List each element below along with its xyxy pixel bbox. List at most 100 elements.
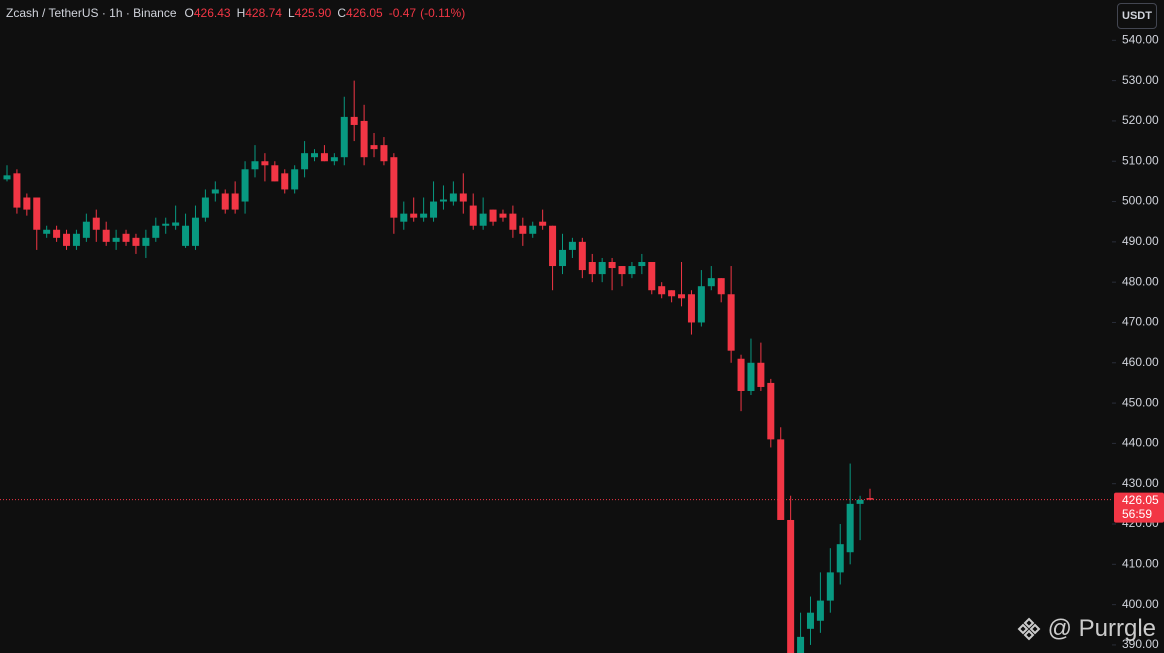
- candle-body: [449, 193, 457, 202]
- watermark: @ Purrgle: [1016, 615, 1156, 643]
- candle-body: [658, 286, 666, 295]
- ohlc-value: 426.05: [346, 6, 383, 20]
- candle-body: [360, 120, 368, 158]
- watermark-logo: [1017, 617, 1041, 641]
- candle-body: [757, 362, 765, 387]
- y-tick-label: 470.00: [1122, 315, 1159, 329]
- candle-body: [251, 161, 259, 170]
- y-tick-label: 440.00: [1122, 436, 1159, 450]
- candle-body: [3, 175, 11, 180]
- candle-body: [866, 498, 874, 500]
- candle-body: [489, 209, 497, 222]
- candle-body: [201, 197, 209, 218]
- candle-body: [122, 233, 130, 242]
- candle-body: [826, 572, 834, 601]
- candle-body: [519, 225, 527, 234]
- candle-body: [628, 266, 636, 275]
- candle-body: [370, 145, 378, 150]
- candle-body: [777, 439, 785, 520]
- ohlc-value: 425.90: [294, 6, 332, 20]
- candle-body: [568, 241, 576, 250]
- candle-body: [301, 153, 309, 170]
- candle-body: [350, 116, 358, 125]
- candle-body: [221, 193, 229, 210]
- y-tick-label: 480.00: [1122, 274, 1159, 288]
- change-value: -0.47: [388, 6, 417, 20]
- watermark-text: @ Purrgle: [1047, 615, 1156, 642]
- candle-body: [469, 205, 477, 226]
- y-tick-label: 400.00: [1122, 597, 1159, 611]
- candle-body: [390, 157, 398, 218]
- candle-body: [191, 217, 199, 246]
- y-tick-label: 410.00: [1122, 556, 1159, 570]
- candle-body: [172, 222, 180, 226]
- candle-body: [281, 173, 289, 190]
- candle-body: [439, 199, 447, 202]
- ohlc-label: C: [337, 6, 347, 20]
- candle-body: [588, 262, 596, 275]
- candle-body: [678, 294, 686, 299]
- candle-body: [539, 221, 547, 226]
- countdown-label: 56:59: [1122, 507, 1152, 521]
- candle-body: [578, 241, 586, 271]
- candle-body: [410, 213, 418, 218]
- candle-body: [261, 161, 269, 166]
- candle-body: [211, 189, 219, 194]
- y-tick-label: 490.00: [1122, 234, 1159, 248]
- y-tick-label: 530.00: [1122, 73, 1159, 87]
- candle-body: [717, 278, 725, 295]
- candle-body: [420, 213, 428, 218]
- candle-body: [499, 213, 507, 218]
- y-tick-label: 520.00: [1122, 113, 1159, 127]
- candle-body: [836, 544, 844, 573]
- candle-body: [806, 612, 814, 629]
- candle-body: [320, 153, 328, 162]
- candle-body: [102, 229, 110, 242]
- candle-body: [380, 145, 388, 162]
- candle-body: [231, 193, 239, 210]
- candle-body: [182, 225, 190, 246]
- currency-button[interactable]: USDT: [1117, 3, 1157, 29]
- candle-body: [479, 213, 487, 226]
- candle-body: [23, 197, 31, 210]
- candle-body: [430, 201, 438, 218]
- candle-body: [33, 197, 41, 230]
- candle-body: [330, 157, 338, 162]
- candle-body: [311, 153, 319, 158]
- y-tick-label: 390.00: [1122, 637, 1159, 651]
- candle-body: [727, 294, 735, 351]
- candle-body: [816, 600, 824, 621]
- candle-body: [459, 193, 467, 202]
- candle-body: [271, 165, 279, 182]
- candle-body: [509, 213, 517, 230]
- ohlc-label: L: [287, 6, 295, 20]
- candle-body: [152, 225, 160, 238]
- y-tick-label: 510.00: [1122, 153, 1159, 167]
- candle-body: [618, 266, 626, 275]
- last-price-box: [1114, 492, 1164, 523]
- ohlc-value: 426.43: [193, 6, 231, 20]
- candle-body: [737, 358, 745, 391]
- candle-body: [668, 290, 676, 297]
- symbol-title: Zcash / TetherUS · 1h · Binance: [6, 6, 177, 20]
- change-percent: (-0.11%): [420, 6, 466, 20]
- candle-body: [767, 382, 775, 440]
- candle-body: [687, 294, 695, 323]
- candle-body: [63, 233, 71, 246]
- candle-body: [400, 213, 408, 222]
- candle-body: [697, 286, 705, 323]
- y-tick-label: 540.00: [1122, 32, 1159, 46]
- candle-body: [112, 237, 120, 242]
- candle-body: [162, 223, 170, 226]
- candle-body: [132, 237, 140, 246]
- candle-body: [549, 225, 557, 267]
- candle-body: [558, 249, 566, 267]
- candle-body: [340, 116, 348, 158]
- candle-body: [608, 262, 616, 269]
- ohlc-value: 428.74: [245, 6, 282, 20]
- candle-body: [82, 221, 90, 238]
- candle-body: [598, 262, 606, 275]
- y-tick-label: 450.00: [1122, 395, 1159, 409]
- candle-body: [846, 503, 854, 553]
- candle-body: [92, 217, 100, 230]
